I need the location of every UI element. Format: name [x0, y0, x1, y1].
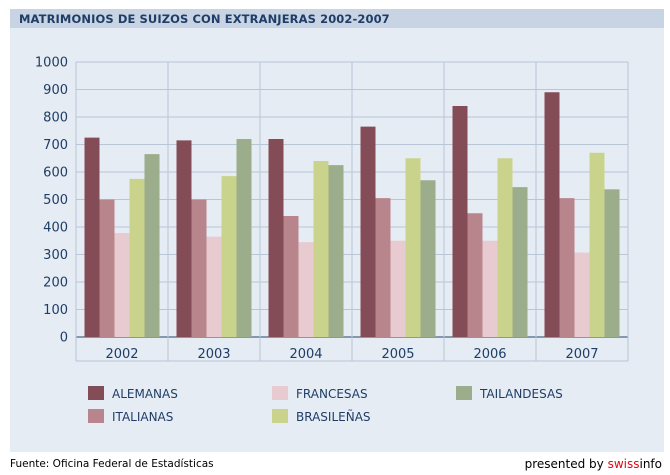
bar-brasileñas-2003 — [221, 176, 237, 337]
bar-alemanas-2006 — [452, 106, 468, 337]
bar-alemanas-2002 — [84, 137, 100, 337]
bar-tailandesas-2007 — [604, 189, 620, 337]
legend-label: BRASILEÑAS — [296, 409, 371, 424]
bar-brasileñas-2006 — [497, 158, 513, 337]
bar-chart: 0 100 200 300 400 500 600 700 800 900 1000 2002 2003… — [35, 56, 629, 424]
bar-tailandesas-2006 — [512, 187, 528, 337]
x-tick-label: 2005 — [381, 347, 414, 362]
x-tick-label: 2006 — [473, 347, 506, 362]
bar-tailandesas-2003 — [236, 139, 252, 337]
bar-tailandesas-2004 — [328, 165, 344, 337]
bar-italianas-2005 — [375, 198, 391, 337]
x-tick-label: 2002 — [105, 347, 138, 362]
bar-italianas-2007 — [559, 198, 575, 337]
legend-label: TAILANDESAS — [479, 387, 563, 401]
brand-swiss: swiss — [607, 457, 640, 471]
bar-tailandesas-2002 — [144, 154, 160, 337]
bar-francesas-2006 — [482, 240, 498, 337]
bar-alemanas-2007 — [544, 92, 560, 337]
brand-info: info — [639, 457, 662, 471]
legend-label: FRANCESAS — [296, 387, 368, 401]
chart-title-bar: MATRIMONIOS DE SUIZOS CON EXTRANJERAS 20… — [10, 9, 664, 28]
bar-italianas-2003 — [191, 199, 207, 337]
y-tick-label: 100 — [43, 303, 68, 318]
chart-panel: 0 100 200 300 400 500 600 700 800 900 1000 2002 2003… — [10, 28, 664, 452]
y-tick-label: 400 — [43, 221, 68, 236]
presented-by: presented by swissinfo — [525, 457, 662, 471]
y-tick-label: 0 — [60, 331, 68, 346]
y-tick-label: 500 — [43, 193, 68, 208]
legend-swatch-brasileñas — [272, 409, 288, 423]
bar-alemanas-2004 — [268, 139, 284, 337]
y-tick-label: 800 — [43, 111, 68, 126]
y-tick-label: 900 — [43, 83, 68, 98]
x-tick-label: 2007 — [565, 347, 598, 362]
bar-italianas-2006 — [467, 213, 483, 337]
presented-by-prefix: presented by — [524, 457, 608, 471]
legend-swatch-italianas — [88, 409, 104, 423]
y-tick-label: 600 — [43, 166, 68, 181]
bar-brasileñas-2002 — [129, 178, 145, 337]
y-tick-label: 200 — [43, 276, 68, 291]
bar-brasileñas-2004 — [313, 161, 329, 337]
bar-francesas-2005 — [390, 240, 406, 337]
bar-alemanas-2005 — [360, 126, 376, 337]
chart-title: MATRIMONIOS DE SUIZOS CON EXTRANJERAS 20… — [19, 12, 390, 26]
bar-francesas-2002 — [114, 233, 130, 337]
bar-alemanas-2003 — [176, 140, 192, 337]
legend-label: ALEMANAS — [112, 387, 178, 401]
bar-francesas-2004 — [298, 242, 314, 337]
bar-brasileñas-2005 — [405, 158, 421, 337]
legend-swatch-alemanas — [88, 386, 104, 400]
source-note: Fuente: Oficina Federal de Estadísticas — [10, 458, 214, 470]
x-tick-label: 2003 — [197, 347, 230, 362]
legend-label: ITALIANAS — [112, 410, 173, 424]
legend-swatch-francesas — [272, 386, 288, 400]
y-tick-label: 1000 — [35, 56, 68, 71]
bar-francesas-2003 — [206, 236, 222, 337]
bar-brasileñas-2007 — [589, 152, 605, 337]
y-tick-label: 300 — [43, 248, 68, 263]
legend-swatch-tailandesas — [456, 386, 472, 400]
bar-tailandesas-2005 — [420, 180, 436, 337]
bar-italianas-2004 — [283, 216, 299, 337]
bar-francesas-2007 — [574, 252, 590, 337]
y-tick-label: 700 — [43, 138, 68, 153]
x-tick-label: 2004 — [289, 347, 322, 362]
bar-italianas-2002 — [99, 199, 115, 337]
